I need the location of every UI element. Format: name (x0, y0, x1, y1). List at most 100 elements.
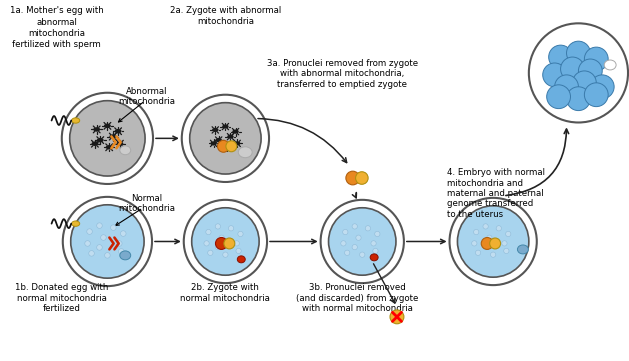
Circle shape (70, 205, 144, 278)
Ellipse shape (109, 134, 116, 139)
Circle shape (489, 238, 501, 249)
Circle shape (450, 198, 537, 285)
Text: 4. Embryo with normal
mitochondria and
maternal and paternal
genome transferred
: 4. Embryo with normal mitochondria and m… (447, 168, 545, 219)
Circle shape (375, 231, 380, 236)
Circle shape (472, 241, 477, 246)
Circle shape (70, 101, 145, 176)
Circle shape (491, 252, 496, 257)
Circle shape (567, 87, 591, 110)
Circle shape (579, 59, 602, 83)
Circle shape (63, 197, 152, 286)
Text: 2b. Zygote with
normal mitochondria: 2b. Zygote with normal mitochondria (181, 283, 270, 303)
Circle shape (483, 244, 488, 250)
Ellipse shape (224, 145, 230, 149)
Ellipse shape (227, 135, 234, 139)
Circle shape (560, 57, 584, 81)
Ellipse shape (72, 221, 80, 226)
Circle shape (483, 224, 488, 229)
Circle shape (62, 93, 153, 184)
Circle shape (118, 249, 124, 254)
Circle shape (346, 171, 360, 185)
Circle shape (238, 231, 243, 236)
Circle shape (97, 223, 103, 229)
Circle shape (572, 71, 596, 95)
Ellipse shape (604, 60, 616, 70)
Ellipse shape (97, 138, 104, 143)
Circle shape (121, 231, 126, 236)
Circle shape (208, 250, 213, 256)
Circle shape (474, 230, 479, 235)
Circle shape (371, 241, 376, 246)
Ellipse shape (120, 146, 131, 155)
Circle shape (356, 235, 361, 240)
Text: 2a. Zygote with abnormal
mitochondria: 2a. Zygote with abnormal mitochondria (170, 6, 281, 26)
Circle shape (355, 172, 368, 184)
Circle shape (496, 226, 501, 231)
Circle shape (504, 248, 509, 253)
Circle shape (228, 226, 234, 231)
Ellipse shape (232, 130, 239, 134)
Circle shape (529, 23, 628, 122)
Circle shape (89, 251, 94, 256)
Ellipse shape (210, 141, 217, 145)
Text: 1b. Donated egg with
normal mitochondria
fertilized: 1b. Donated egg with normal mitochondria… (15, 283, 108, 313)
Circle shape (487, 235, 492, 240)
Circle shape (224, 238, 235, 249)
Circle shape (481, 238, 493, 249)
Circle shape (341, 241, 346, 246)
Circle shape (223, 252, 228, 257)
Ellipse shape (72, 118, 80, 123)
Circle shape (352, 244, 357, 250)
Ellipse shape (237, 256, 245, 263)
Circle shape (365, 226, 370, 231)
Circle shape (234, 241, 240, 246)
Circle shape (543, 63, 567, 87)
Circle shape (111, 225, 116, 230)
Text: Normal
mitochondria: Normal mitochondria (118, 194, 175, 213)
Ellipse shape (370, 254, 378, 261)
Ellipse shape (104, 123, 111, 128)
Circle shape (192, 208, 259, 275)
Circle shape (97, 245, 103, 250)
Circle shape (85, 241, 91, 246)
Ellipse shape (216, 138, 222, 142)
Circle shape (345, 250, 350, 256)
Circle shape (236, 248, 242, 253)
Ellipse shape (212, 128, 218, 132)
Circle shape (204, 241, 209, 246)
Circle shape (506, 231, 511, 236)
Circle shape (390, 310, 404, 324)
Circle shape (215, 224, 221, 229)
Circle shape (584, 83, 608, 106)
Circle shape (555, 75, 579, 99)
Circle shape (584, 47, 608, 71)
Circle shape (104, 253, 110, 258)
Text: 3a. Pronuclei removed from zygote
with abnormal mitochondria,
transferred to emp: 3a. Pronuclei removed from zygote with a… (267, 59, 418, 89)
Text: 1a. Mother's egg with
abnormal
mitochondria
fertilized with sperm: 1a. Mother's egg with abnormal mitochond… (10, 6, 104, 49)
Ellipse shape (518, 245, 528, 254)
Ellipse shape (120, 251, 131, 260)
Circle shape (215, 244, 221, 250)
Circle shape (591, 75, 614, 99)
Circle shape (476, 250, 481, 256)
Circle shape (457, 206, 529, 277)
Circle shape (321, 200, 404, 283)
Circle shape (219, 235, 225, 240)
Text: 3b. Pronuclei removed
(and discarded) from zygote
with normal mitochondria: 3b. Pronuclei removed (and discarded) fr… (296, 283, 418, 313)
Circle shape (184, 200, 267, 283)
Ellipse shape (91, 142, 98, 146)
Circle shape (548, 45, 572, 69)
Circle shape (373, 248, 378, 253)
Ellipse shape (234, 141, 240, 145)
Ellipse shape (222, 125, 228, 129)
Circle shape (226, 141, 237, 152)
Ellipse shape (93, 127, 100, 132)
Circle shape (360, 252, 365, 257)
Ellipse shape (238, 147, 252, 158)
Circle shape (206, 230, 211, 235)
Circle shape (352, 224, 357, 229)
Circle shape (87, 229, 92, 234)
Ellipse shape (114, 129, 121, 134)
Circle shape (216, 238, 228, 249)
Circle shape (182, 95, 269, 182)
